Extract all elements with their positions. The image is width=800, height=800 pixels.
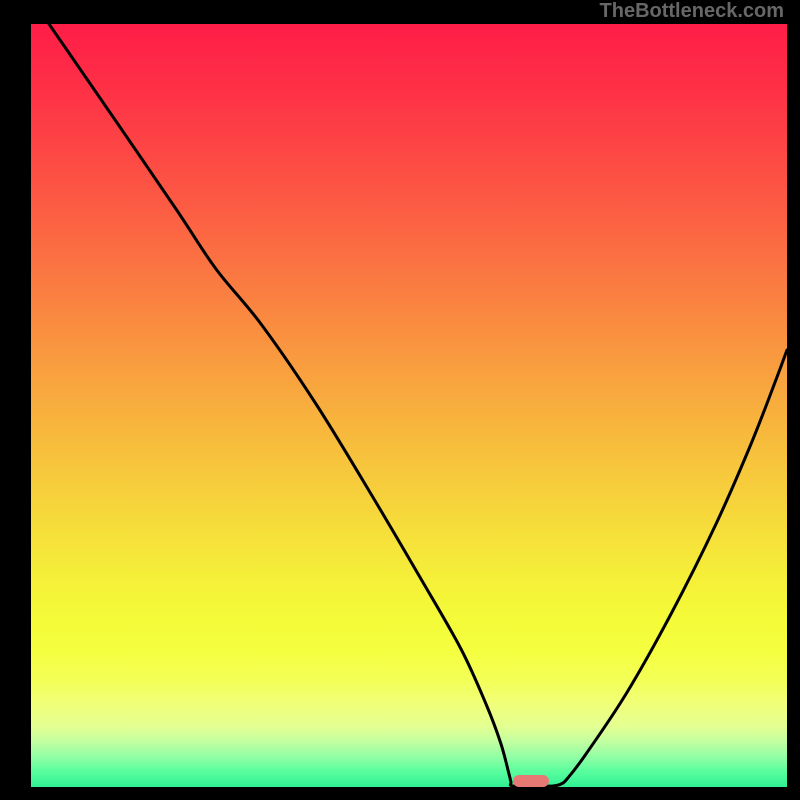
bottleneck-chart: TheBottleneck.com	[0, 0, 800, 800]
watermark-text: TheBottleneck.com	[600, 0, 784, 23]
frame-right	[787, 0, 800, 800]
frame-left	[0, 0, 31, 800]
plot-area	[31, 24, 787, 787]
frame-bottom	[0, 787, 800, 800]
